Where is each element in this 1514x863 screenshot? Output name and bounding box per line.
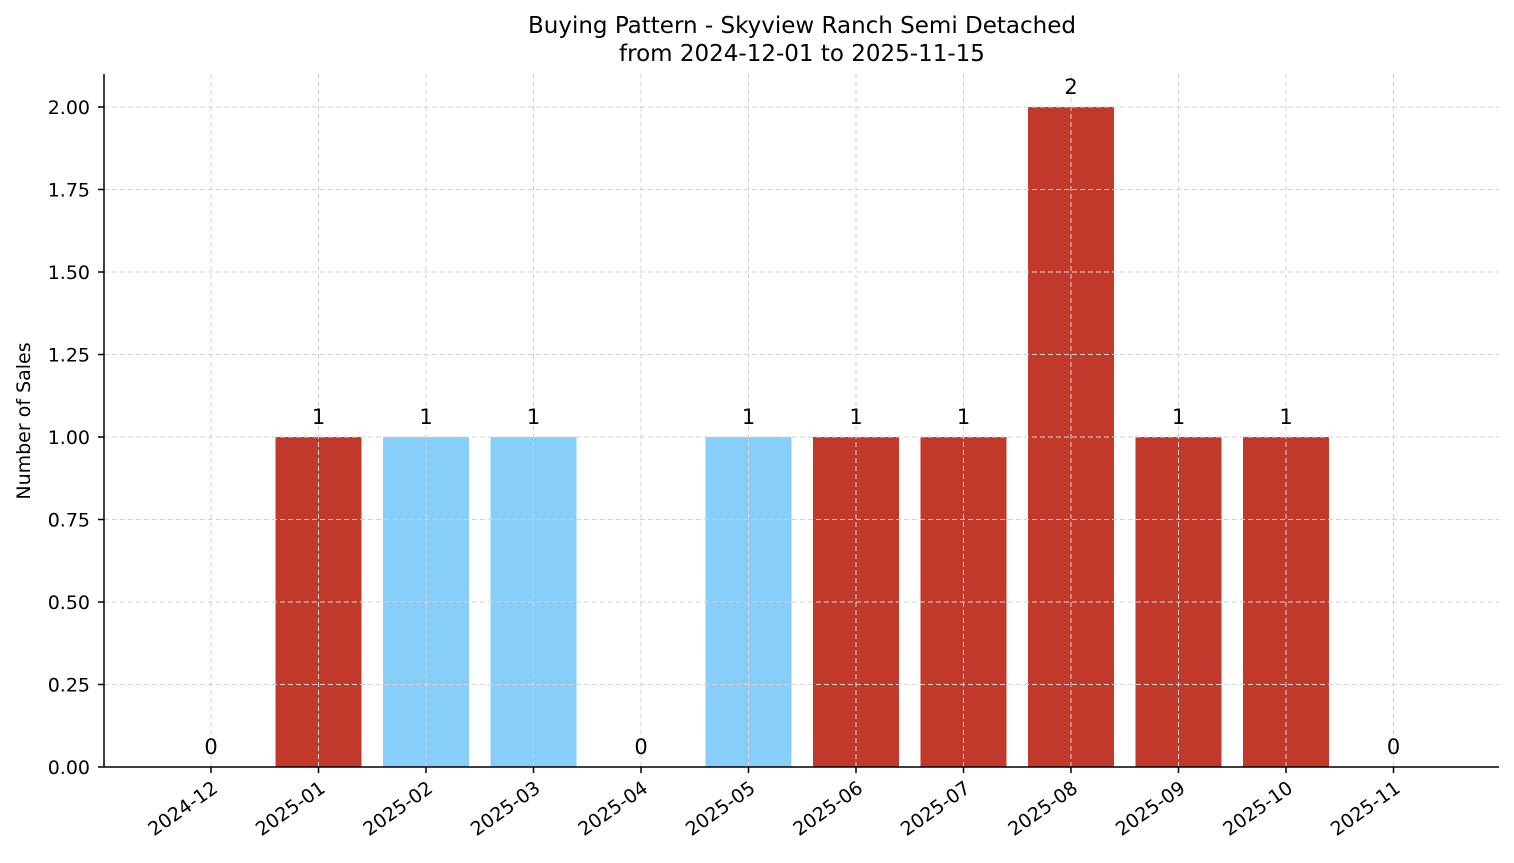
x-tick-label: 2024-12 [144, 777, 222, 841]
y-tick-label: 1.00 [48, 427, 90, 449]
y-tick-label: 0.75 [48, 510, 90, 532]
x-tick-label: 2025-09 [1112, 777, 1190, 841]
x-tick-label: 2025-06 [789, 777, 867, 841]
value-labels-layer: 0 1 1 1 0 1 1 1 2 1 1 0 [204, 75, 1400, 759]
data-label-2025-02: 1 [419, 405, 432, 429]
data-label-2025-09: 1 [1172, 405, 1185, 429]
x-tick-label: 2025-04 [574, 777, 652, 841]
data-label-2025-03: 1 [527, 405, 540, 429]
chart-subtitle: from 2024-12-01 to 2025-11-15 [619, 41, 985, 67]
x-tick-label: 2025-05 [682, 777, 760, 841]
data-label-2025-07: 1 [957, 405, 970, 429]
x-tick-label: 2025-01 [252, 777, 330, 841]
y-tick-label: 0.00 [48, 757, 90, 779]
x-tick-label: 2025-03 [467, 777, 545, 841]
data-label-2025-01: 1 [312, 405, 325, 429]
data-label-2025-11: 0 [1387, 735, 1400, 759]
data-label-2025-10: 1 [1279, 405, 1292, 429]
y-tick-label: 2.00 [48, 97, 90, 119]
y-axis-title: Number of Sales [13, 342, 35, 499]
x-tick-label: 2025-02 [359, 777, 437, 841]
data-label-2025-05: 1 [742, 405, 755, 429]
y-tick-label: 0.25 [48, 675, 90, 697]
x-tick-label: 2025-08 [1004, 777, 1082, 841]
data-label-2024-12: 0 [204, 735, 217, 759]
y-tick-label: 1.75 [48, 180, 90, 202]
bars-layer [104, 74, 1499, 768]
chart-title: Buying Pattern - Skyview Ranch Semi Deta… [528, 13, 1076, 39]
data-label-2025-08: 2 [1064, 75, 1077, 99]
x-tick-label: 2025-10 [1219, 777, 1297, 841]
y-tick-label: 1.25 [48, 345, 90, 367]
data-label-2025-06: 1 [849, 405, 862, 429]
x-tick-label: 2025-11 [1327, 777, 1405, 841]
y-tick-label: 0.50 [48, 592, 90, 614]
y-tick-label: 1.50 [48, 262, 90, 284]
data-label-2025-04: 0 [634, 735, 647, 759]
x-tick-label: 2025-07 [897, 777, 975, 841]
